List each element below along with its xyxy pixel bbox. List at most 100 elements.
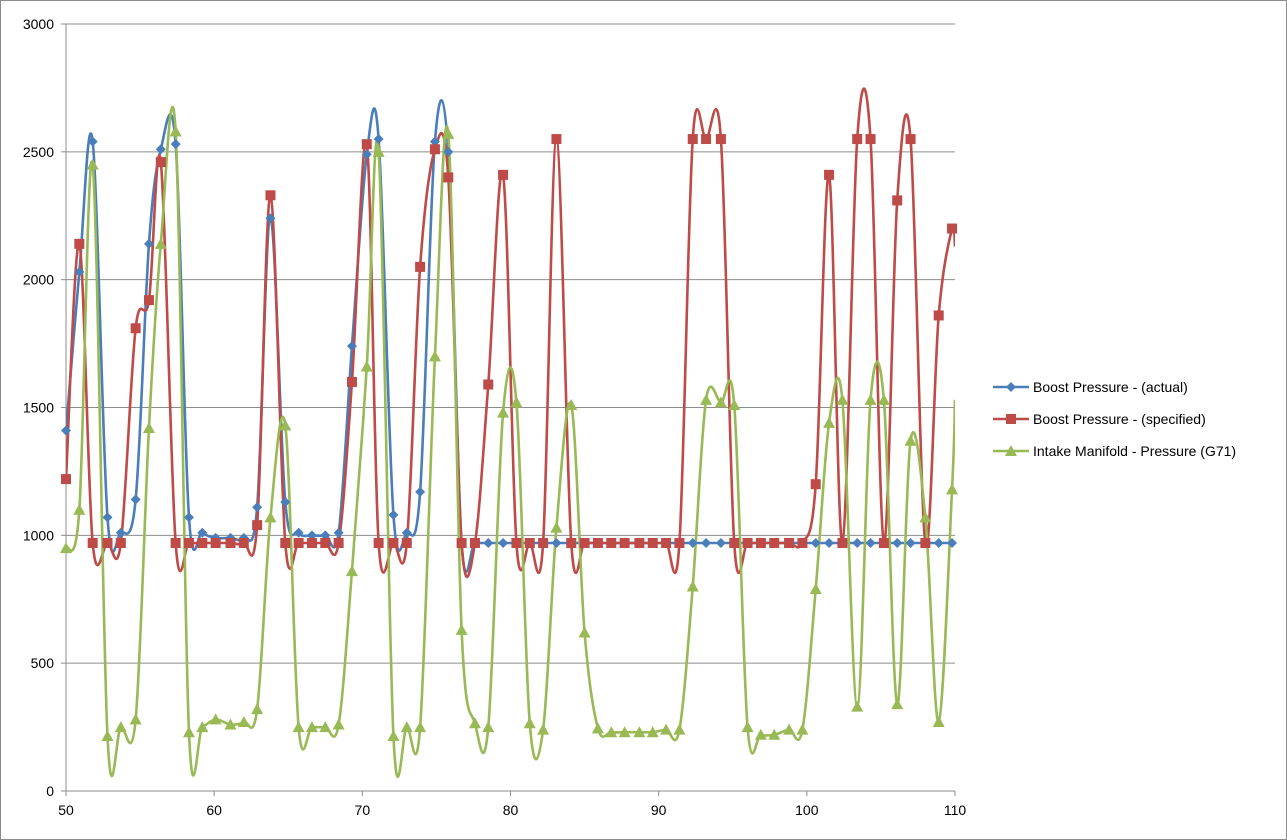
data-point-triangle xyxy=(550,521,563,533)
data-point-square xyxy=(892,195,903,206)
data-point-diamond xyxy=(74,266,85,277)
data-point-diamond xyxy=(280,497,291,508)
data-point-triangle xyxy=(332,718,345,730)
data-point-diamond xyxy=(824,538,835,549)
data-point-diamond xyxy=(320,530,331,541)
data-point-diamond xyxy=(265,213,276,224)
data-point-square xyxy=(320,538,331,549)
data-point-square xyxy=(661,538,672,549)
data-point-triangle xyxy=(251,703,264,715)
data-point-triangle xyxy=(142,421,155,433)
data-point-square xyxy=(619,538,630,549)
data-point-square xyxy=(810,479,821,490)
data-point-diamond xyxy=(947,538,958,549)
data-point-triangle xyxy=(482,721,495,733)
data-point-triangle xyxy=(196,721,209,733)
data-point-square xyxy=(511,538,522,549)
data-point-square xyxy=(155,157,166,168)
data-point-diamond xyxy=(361,149,372,160)
data-point-square xyxy=(824,169,835,180)
data-point-triangle xyxy=(660,723,673,735)
data-point-square xyxy=(401,538,412,549)
data-point-square xyxy=(634,538,645,549)
data-point-triangle xyxy=(728,398,741,410)
data-point-square xyxy=(346,376,357,387)
data-point-diamond xyxy=(293,527,304,538)
data-point-diamond xyxy=(551,538,562,549)
data-point-triangle xyxy=(646,726,659,738)
data-point-square xyxy=(729,538,740,549)
data-point-triangle xyxy=(754,728,767,740)
data-point-triangle xyxy=(319,721,332,733)
data-point-triangle xyxy=(783,723,796,735)
data-point-triangle xyxy=(101,730,114,742)
data-point-triangle xyxy=(279,419,292,431)
data-point-triangle xyxy=(591,722,604,734)
data-point-square xyxy=(551,134,562,145)
data-point-triangle xyxy=(360,360,373,372)
legend-marker-triangle xyxy=(1005,445,1017,456)
data-point-triangle xyxy=(345,565,358,577)
data-point-triangle xyxy=(510,396,523,408)
data-point-square xyxy=(524,538,535,549)
data-point-triangle xyxy=(714,396,727,408)
data-point-diamond xyxy=(852,538,863,549)
data-point-diamond xyxy=(170,139,181,150)
data-point-triangle xyxy=(946,483,959,495)
data-point-triangle xyxy=(851,700,864,712)
data-point-square xyxy=(130,323,141,334)
data-point-diamond xyxy=(892,538,903,549)
series-lines xyxy=(66,87,955,778)
data-point-triangle xyxy=(86,158,99,170)
data-point-triangle xyxy=(414,721,427,733)
data-point-diamond xyxy=(130,494,141,505)
legend: Boost Pressure - (actual) Boost Pressure … xyxy=(993,379,1236,459)
data-point-square xyxy=(306,538,317,549)
tick-label-x: 90 xyxy=(651,802,667,818)
tick-label-y: 2500 xyxy=(23,144,54,160)
data-point-square xyxy=(606,538,617,549)
data-point-square xyxy=(210,538,221,549)
tick-label-x: 70 xyxy=(355,802,371,818)
data-point-diamond xyxy=(865,538,876,549)
data-point-diamond xyxy=(197,527,208,538)
data-point-square xyxy=(701,134,712,145)
tick-label-y: 2000 xyxy=(23,272,54,288)
data-point-diamond xyxy=(933,538,944,549)
data-point-diamond xyxy=(388,509,399,520)
data-point-diamond xyxy=(87,136,98,147)
tick-label-x: 110 xyxy=(944,802,967,818)
data-point-square xyxy=(238,538,249,549)
data-point-diamond xyxy=(333,527,344,538)
data-point-square xyxy=(579,538,590,549)
data-point-triangle xyxy=(537,723,550,735)
data-point-diamond xyxy=(905,538,916,549)
data-point-triangle xyxy=(686,580,699,592)
data-point-triangle xyxy=(73,503,86,515)
data-point-diamond xyxy=(701,538,712,549)
data-point-diamond xyxy=(183,512,194,523)
data-point-square xyxy=(784,538,795,549)
data-point-square xyxy=(102,538,113,549)
data-point-diamond xyxy=(346,341,357,352)
data-point-triangle xyxy=(129,713,142,725)
data-point-triangle xyxy=(700,393,713,405)
data-point-square xyxy=(333,538,344,549)
data-point-square xyxy=(293,538,304,549)
legend-label: Boost Pressure - (specified) xyxy=(1033,411,1206,427)
data-point-square xyxy=(115,538,126,549)
data-point-triangle xyxy=(565,398,578,410)
data-point-square xyxy=(456,538,467,549)
data-point-triangle xyxy=(182,726,195,738)
data-point-diamond xyxy=(483,538,494,549)
data-point-triangle xyxy=(264,511,277,523)
data-point-square xyxy=(769,538,780,549)
data-point-triangle xyxy=(836,393,849,405)
data-point-square xyxy=(183,538,194,549)
data-point-square xyxy=(469,538,480,549)
tick-label-x: 60 xyxy=(206,802,222,818)
tick-label-y: 500 xyxy=(31,655,55,671)
data-point-square xyxy=(797,538,808,549)
